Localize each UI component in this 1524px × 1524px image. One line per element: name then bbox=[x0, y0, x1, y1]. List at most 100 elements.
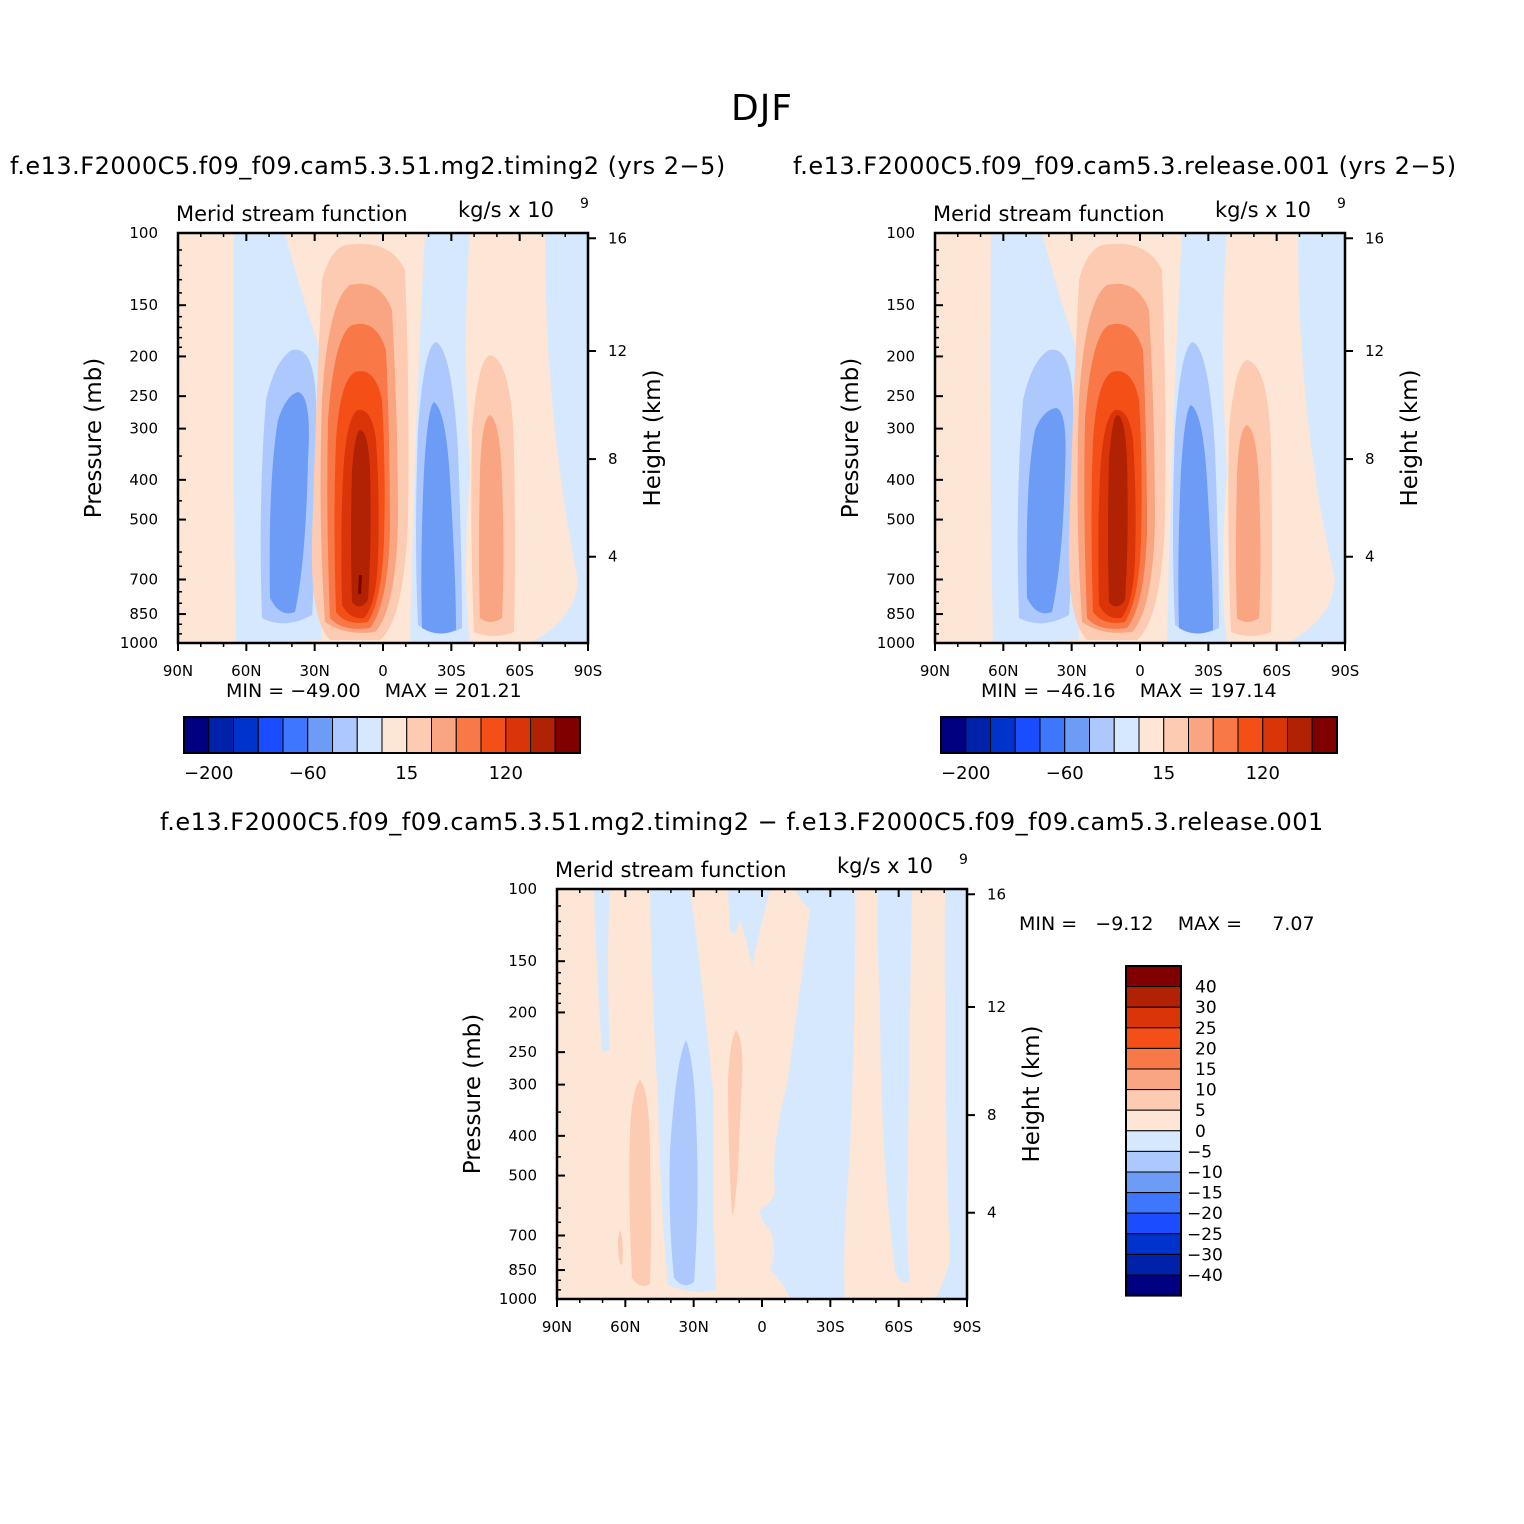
panel-3-field bbox=[557, 889, 967, 1299]
panel-3-run-title: f.e13.F2000C5.f09_f09.cam5.3.51.mg2.timi… bbox=[160, 808, 1324, 836]
panel-3-ytick-label: 1000 bbox=[499, 1290, 537, 1308]
panel-2-colorbar-box bbox=[940, 716, 967, 754]
panel-3-colorbar-label: −10 bbox=[1187, 1163, 1223, 1183]
panel-2-colorbar-box bbox=[990, 716, 1016, 754]
panel-2-ytick-label: 500 bbox=[886, 511, 915, 529]
panel-2-xtick-label: 60N bbox=[988, 662, 1018, 680]
panel-3-xtick-label: 60S bbox=[884, 1318, 913, 1336]
panel-2-xtick-label: 90S bbox=[1331, 662, 1360, 680]
panel-3-colorbar-label: 40 bbox=[1195, 978, 1217, 998]
panel-1-neg-band-sp bbox=[530, 233, 588, 643]
panel-1-neg-cell-sh-2 bbox=[421, 402, 456, 634]
panel-3-colorbar-box bbox=[1125, 1006, 1182, 1029]
panel-3-colorbar-label: −20 bbox=[1187, 1204, 1223, 1224]
panel-1-ytick-label: 700 bbox=[129, 570, 158, 588]
panel-3-colorbar-label: 0 bbox=[1195, 1122, 1206, 1142]
panel-3-ytick-label: 300 bbox=[508, 1076, 537, 1094]
panel-1-colorbar-box bbox=[282, 716, 309, 754]
panel-3-xtick-label: 60N bbox=[610, 1318, 640, 1336]
panel-2-var-label: Merid stream function bbox=[933, 202, 1165, 226]
panel-1-colorbar-box bbox=[480, 716, 507, 754]
panel-1-y2label: Height (km) bbox=[640, 369, 666, 506]
panel-3-minmax: MIN = −9.12 MAX = 7.07 bbox=[1019, 913, 1315, 935]
panel-1-colorbar-box bbox=[233, 716, 259, 754]
panel-2-colorbar-label: 15 bbox=[1152, 763, 1175, 784]
panel-3-colorbar-box bbox=[1125, 1274, 1182, 1297]
panel-2-ytick-label: 1000 bbox=[877, 634, 915, 652]
panel-2-colorbar-box bbox=[1311, 716, 1338, 754]
panel-1-colorbar-box bbox=[530, 716, 556, 754]
panel-3-ytick-label: 400 bbox=[508, 1127, 537, 1145]
panel-3-colorbar-label: −30 bbox=[1187, 1245, 1223, 1265]
panel-2-colorbar-box bbox=[965, 716, 991, 754]
panel-1-min-value: −49.00 bbox=[290, 680, 361, 702]
panel-3-neg-band-sh bbox=[877, 889, 912, 1283]
panel-3-xtick-label: 30S bbox=[816, 1318, 845, 1336]
panel-2-y2tick-label: 8 bbox=[1365, 450, 1375, 468]
panel-1-xtick-label: 0 bbox=[378, 662, 388, 680]
panel-3-ytick-label: 700 bbox=[508, 1226, 537, 1244]
panel-2-ytick-label: 100 bbox=[886, 224, 915, 242]
panel-3-xtick-label: 90N bbox=[542, 1318, 572, 1336]
panel-1-colorbar-frame bbox=[183, 716, 581, 754]
panel-2-max-value: 197.14 bbox=[1210, 680, 1277, 702]
panel-3-units-exp: 9 bbox=[959, 852, 968, 868]
panel-1-ytick-label: 400 bbox=[129, 471, 158, 489]
panel-3-colorbar-box bbox=[1125, 1068, 1182, 1091]
panel-2-colorbar-box bbox=[1163, 716, 1189, 754]
panel-2-xtick-label: 60S bbox=[1262, 662, 1291, 680]
panel-3-colorbar-label: 10 bbox=[1195, 1081, 1217, 1101]
panel-3-pos-cell-2 bbox=[728, 1030, 743, 1216]
panel-2-pos-cell-sh-2 bbox=[1236, 425, 1261, 622]
panel-3-colorbar-box bbox=[1125, 965, 1182, 988]
panel-3-y2tick-label: 12 bbox=[987, 998, 1006, 1016]
panel-1-pos-cell-trop-6 bbox=[351, 430, 371, 607]
axes-layer: 100150200250300400500700850100048121690N… bbox=[81, 196, 1423, 1336]
panel-2-colorbar-box bbox=[1014, 716, 1041, 754]
panel-2-colorbar-box bbox=[1113, 716, 1140, 754]
panel-1-ytick-label: 1000 bbox=[120, 634, 158, 652]
panel-2-neg-band-sp bbox=[1287, 233, 1345, 643]
panel-1-colorbar-label: −200 bbox=[184, 763, 233, 784]
panel-1-ytick-label: 300 bbox=[129, 420, 158, 438]
panel-3-ytick-label: 250 bbox=[508, 1043, 537, 1061]
panel-1-xtick-label: 90N bbox=[163, 662, 193, 680]
panel-1-ytick-label: 250 bbox=[129, 387, 158, 405]
panel-3-ytick-label: 850 bbox=[508, 1261, 537, 1279]
panel-1-colorbar-box bbox=[455, 716, 482, 754]
panel-1-max-value: 201.21 bbox=[455, 680, 522, 702]
panel-3-y2tick-label: 4 bbox=[987, 1204, 997, 1222]
panel-3-colorbar-label: 15 bbox=[1195, 1060, 1217, 1080]
panel-3-colorbar-box bbox=[1125, 1027, 1182, 1049]
panel-2-y2tick-label: 16 bbox=[1365, 229, 1384, 247]
panel-1-xtick-label: 30N bbox=[300, 662, 330, 680]
panel-2-ytick-label: 300 bbox=[886, 420, 915, 438]
panel-3-colorbar-label: −5 bbox=[1187, 1142, 1212, 1162]
panel-1-units-exp: 9 bbox=[580, 196, 589, 212]
panel-2-field bbox=[935, 233, 1345, 643]
panel-1-minmax: MIN = −49.00 MAX = 201.21 bbox=[226, 680, 522, 702]
panel-1-var-label: Merid stream function bbox=[176, 202, 408, 226]
panel-3-max-value: 7.07 bbox=[1272, 913, 1315, 935]
panel-3-y2label: Height (km) bbox=[1019, 1025, 1045, 1162]
panel-3-ylabel: Pressure (mb) bbox=[460, 1014, 486, 1174]
panel-3-min-value: −9.12 bbox=[1095, 913, 1154, 935]
panel-2-ytick-label: 700 bbox=[886, 570, 915, 588]
panel-2-ytick-label: 850 bbox=[886, 605, 915, 623]
panel-2-colorbar-box bbox=[1188, 716, 1214, 754]
panel-2-xtick-label: 30N bbox=[1057, 662, 1087, 680]
panel-3-colorbar-label: −40 bbox=[1187, 1266, 1223, 1286]
panel-3-ytick-label: 500 bbox=[508, 1167, 537, 1185]
panel-1-xtick-label: 90S bbox=[574, 662, 603, 680]
panel-3-neg-cell bbox=[669, 1040, 698, 1286]
panel-2-ytick-label: 200 bbox=[886, 347, 915, 365]
colorbar-layer: −200 −60 15 120 −200 −60 15 12040302520151050−5… bbox=[183, 716, 1338, 1297]
panel-2-min-label: MIN = bbox=[981, 680, 1040, 702]
panel-3-xtick-label: 0 bbox=[757, 1318, 767, 1336]
panel-1-colorbar-box bbox=[431, 716, 457, 754]
panel-2-ytick-label: 150 bbox=[886, 296, 915, 314]
panel-2-neg-cell-sh-2 bbox=[1178, 405, 1213, 634]
panel-1-colorbar-box bbox=[332, 716, 358, 754]
panel-1-ytick-label: 500 bbox=[129, 511, 158, 529]
panel-2-colorbar-box bbox=[1262, 716, 1288, 754]
